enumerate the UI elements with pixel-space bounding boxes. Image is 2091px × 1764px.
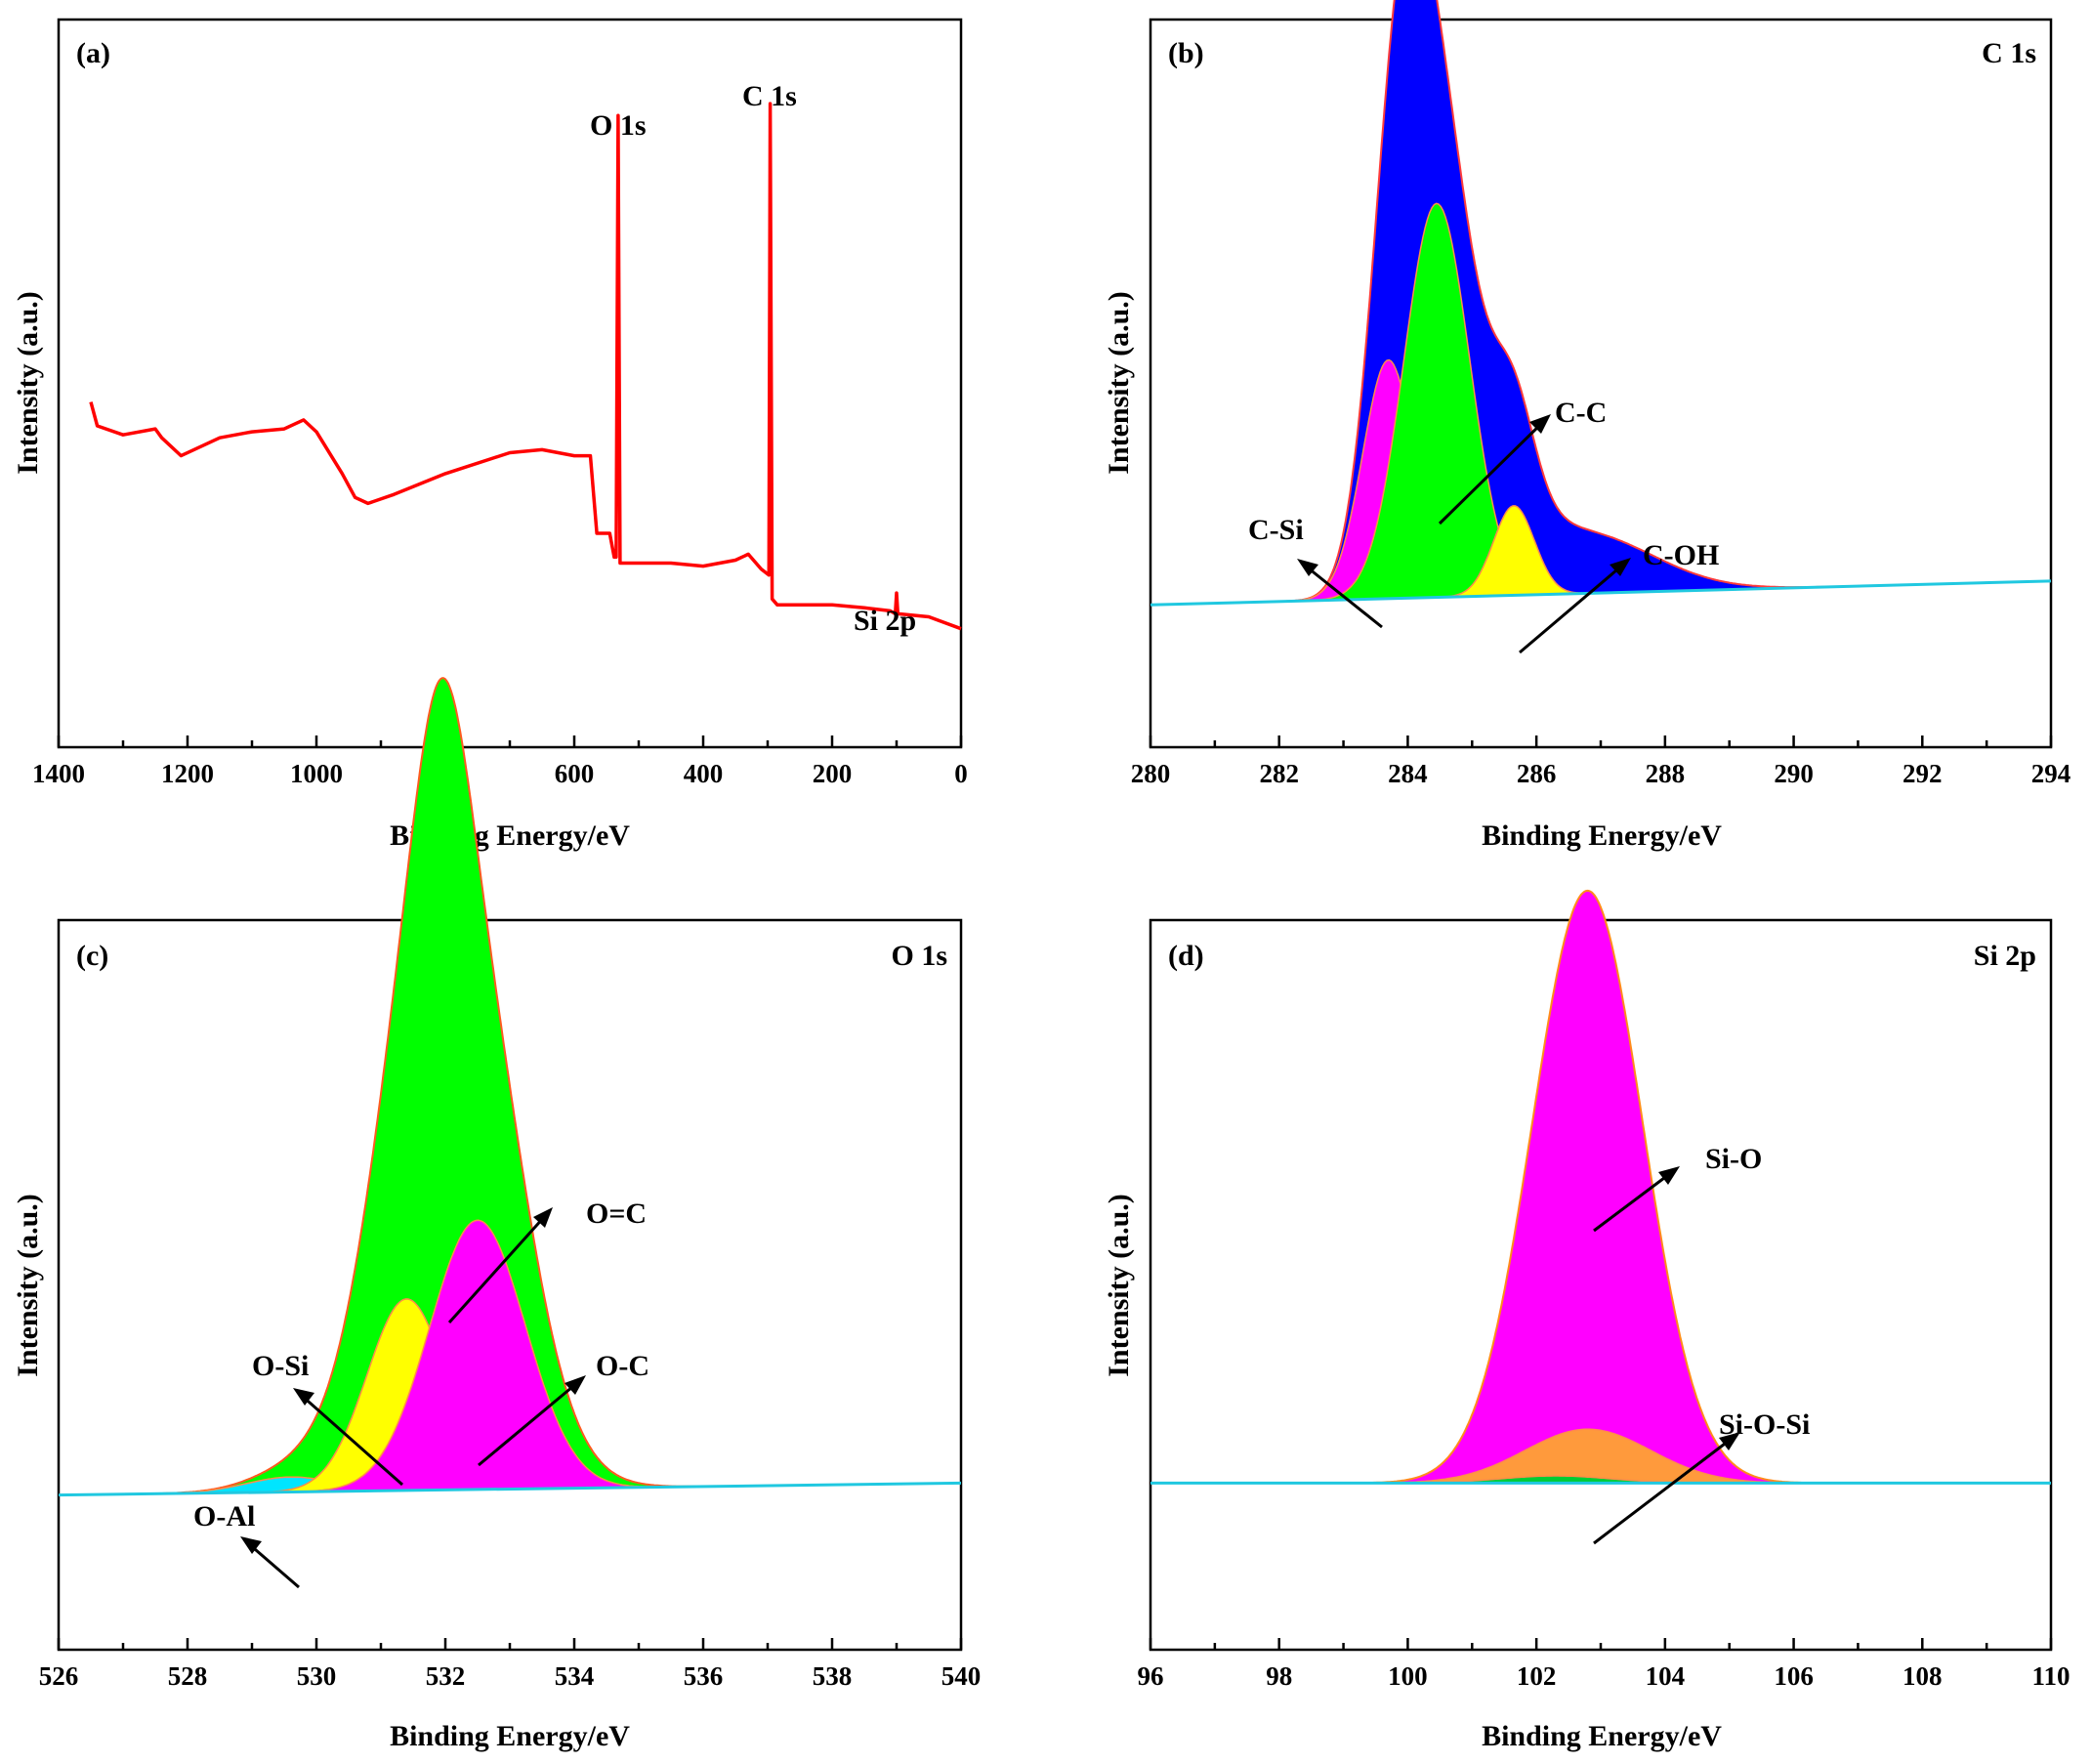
panel-d-x-ticks: 96 98 100 102 104 106 108 110: [1138, 1638, 2070, 1691]
panel-b-y-axis-title: Intensity (a.u.): [1103, 291, 1135, 475]
arrow-o-al-head: [240, 1536, 262, 1554]
envelope-area: [1150, 890, 2051, 1484]
x-tick-label: 294: [2031, 759, 2071, 788]
panel-b-x-axis-title: Binding Energy/eV: [1482, 819, 1722, 852]
panel-b-frame: [1149, 18, 2053, 749]
survey-line: [89, 102, 962, 631]
x-tick-label: 290: [1774, 759, 1814, 788]
x-tick-label: 200: [813, 759, 853, 788]
x-tick-label: 108: [1903, 1661, 1943, 1691]
annotation-o-si: O-Si: [252, 1350, 309, 1382]
panel-c-title: O 1s: [891, 940, 947, 972]
arrow-c-si: [1303, 563, 1383, 629]
component-minor: [1150, 1476, 2051, 1484]
arrow-si-o-si: [1593, 1436, 1734, 1545]
annotation-o-al: O-Al: [193, 1500, 255, 1533]
x-tick-label: 532: [426, 1661, 466, 1691]
panel-b-x-ticks: 280 282 284 286 288 290 292 294: [1131, 735, 2071, 788]
annotation-o-eq-c: O=C: [586, 1197, 647, 1230]
panel-b-c1s: 280 282 284 286 288 290 292 294 (b) C 1s C-Si C…: [1103, 0, 2070, 852]
x-tick-label: 1200: [161, 759, 214, 788]
arrow-c-si-head: [1297, 559, 1318, 576]
x-tick-label: 106: [1774, 1661, 1814, 1691]
x-tick-label: 528: [168, 1661, 208, 1691]
annotation-o1s: O 1s: [590, 109, 647, 142]
annotation-si-o: Si-O: [1705, 1143, 1762, 1175]
panel-c-label: (c): [76, 940, 108, 972]
arrow-c-c: [1438, 420, 1545, 525]
annotation-o-c: O-C: [596, 1350, 649, 1382]
arrow-o-eq-c: [447, 1214, 547, 1324]
panel-d-label: (d): [1168, 940, 1204, 972]
x-tick-label: 292: [1903, 759, 1943, 788]
baseline-line: [58, 1481, 962, 1497]
panel-d-plot-area: [1150, 889, 2051, 1485]
panel-c-o1s: 526 528 530 532 534 536 538 540 (c) O 1s O=C O-…: [12, 677, 982, 1752]
panel-a-plot-area: [89, 102, 962, 631]
panel-d-title: Si 2p: [1974, 940, 2036, 972]
arrow-si-o-si-head: [1719, 1432, 1740, 1450]
x-tick-label: 526: [39, 1661, 79, 1691]
x-tick-label: 540: [941, 1661, 982, 1691]
panel-c-x-ticks: 526 528 530 532 534 536 538 540: [39, 1638, 982, 1691]
x-tick-label: 400: [684, 759, 724, 788]
panel-a-label: (a): [76, 37, 110, 69]
panel-a-y-axis-title: Intensity (a.u.): [12, 291, 44, 475]
annotation-si2p: Si 2p: [854, 605, 916, 637]
arrow-si-o: [1593, 1170, 1673, 1233]
arrow-si-o-head: [1658, 1166, 1680, 1185]
arrow-o-c: [478, 1380, 579, 1467]
baseline-line: [1150, 579, 2052, 607]
panel-d-x-axis-title: Binding Energy/eV: [1482, 1720, 1722, 1752]
panel-d-si2p: 96 98 100 102 104 106 108 110 (d) Si 2p Si-O Si…: [1103, 889, 2070, 1752]
x-tick-label: 98: [1266, 1661, 1292, 1691]
arrow-o-si: [300, 1393, 403, 1487]
x-tick-label: 530: [297, 1661, 337, 1691]
x-tick-label: 0: [954, 759, 968, 788]
arrow-c-c-head: [1529, 414, 1551, 434]
x-tick-label: 104: [1646, 1661, 1686, 1691]
x-tick-label: 282: [1259, 759, 1299, 788]
arrow-c-oh-head: [1610, 558, 1631, 576]
panel-c-y-axis-title: Intensity (a.u.): [12, 1194, 44, 1377]
panel-c-x-axis-title: Binding Energy/eV: [390, 1720, 630, 1752]
arrow-o-c-head: [565, 1375, 586, 1395]
panel-b-label: (b): [1168, 37, 1204, 69]
x-tick-label: 100: [1388, 1661, 1428, 1691]
panel-a-survey: 1400120010008006004002000 (a) O 1s C 1s …: [12, 18, 968, 852]
arrow-o-al: [247, 1541, 300, 1589]
component-o-c: [59, 1220, 961, 1495]
x-tick-label: 284: [1388, 759, 1428, 788]
arrow-o-eq-c-head: [533, 1207, 553, 1228]
x-tick-label: 1000: [290, 759, 343, 788]
panel-c-plot-area: [58, 677, 962, 1497]
x-tick-label: 536: [684, 1661, 724, 1691]
panel-b-plot-area: [1150, 0, 2052, 607]
x-tick-label: 600: [555, 759, 595, 788]
x-tick-label: 110: [2031, 1661, 2070, 1691]
annotation-c-si: C-Si: [1248, 514, 1304, 546]
x-tick-label: 288: [1646, 759, 1686, 788]
x-tick-label: 1400: [32, 759, 85, 788]
panel-a-x-ticks: 1400120010008006004002000: [32, 735, 968, 788]
annotation-c1s: C 1s: [742, 80, 797, 112]
panel-a-frame: [57, 18, 963, 749]
panel-b-title: C 1s: [1982, 37, 2036, 69]
x-tick-label: 102: [1517, 1661, 1557, 1691]
arrow-c-oh: [1519, 563, 1624, 654]
panel-d-y-axis-title: Intensity (a.u.): [1103, 1194, 1135, 1377]
x-tick-label: 286: [1517, 759, 1557, 788]
x-tick-label: 534: [555, 1661, 595, 1691]
x-tick-label: 96: [1138, 1661, 1164, 1691]
annotation-c-c: C-C: [1555, 397, 1607, 429]
component-si-o-si: [1150, 1429, 2051, 1484]
arrow-o-si-head: [293, 1388, 314, 1406]
x-tick-label: 538: [813, 1661, 853, 1691]
x-tick-label: 280: [1131, 759, 1171, 788]
annotation-c-oh: C-OH: [1643, 539, 1719, 571]
